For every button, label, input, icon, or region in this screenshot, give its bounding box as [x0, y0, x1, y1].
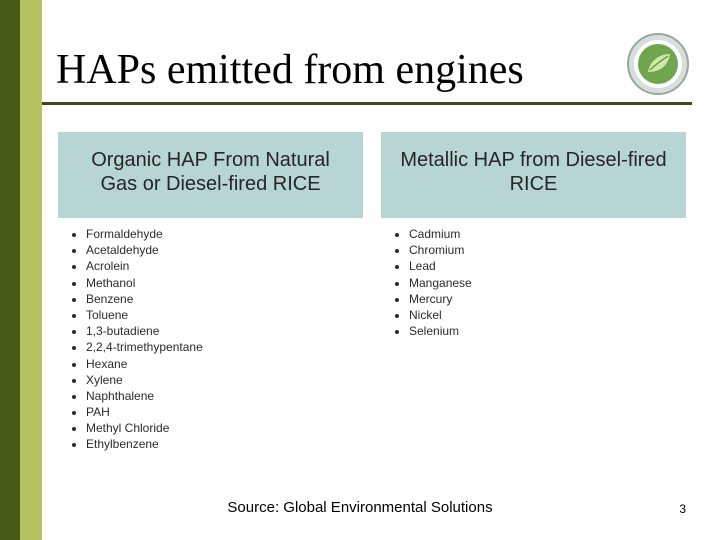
- list-item: Cadmium: [409, 226, 680, 242]
- list-item: Toluene: [86, 307, 357, 323]
- column-body: CadmiumChromiumLeadManganeseMercuryNicke…: [381, 218, 686, 480]
- source-citation: Source: Global Environmental Solutions: [0, 499, 720, 516]
- list-item: Formaldehyde: [86, 226, 357, 242]
- item-list-organic: FormaldehydeAcetaldehydeAcroleinMethanol…: [72, 226, 357, 453]
- list-item: Naphthalene: [86, 388, 357, 404]
- column-metallic: Metallic HAP from Diesel-fired RICE Cadm…: [381, 132, 686, 480]
- list-item: Chromium: [409, 242, 680, 258]
- title-underline: [42, 102, 692, 105]
- accent-bar-light: [20, 0, 42, 540]
- column-body: FormaldehydeAcetaldehydeAcroleinMethanol…: [58, 218, 363, 480]
- list-item: Acetaldehyde: [86, 242, 357, 258]
- list-item: Manganese: [409, 275, 680, 291]
- list-item: Acrolein: [86, 258, 357, 274]
- list-item: Lead: [409, 258, 680, 274]
- accent-bar-dark: [0, 0, 20, 540]
- column-header: Metallic HAP from Diesel-fired RICE: [381, 132, 686, 218]
- list-item: Methyl Chloride: [86, 420, 357, 436]
- list-item: Ethylbenzene: [86, 436, 357, 452]
- slide: HAPs emitted from engines Organic HAP Fr…: [0, 0, 720, 540]
- list-item: PAH: [86, 404, 357, 420]
- column-organic: Organic HAP From Natural Gas or Diesel-f…: [58, 132, 363, 480]
- list-item: Selenium: [409, 323, 680, 339]
- slide-title: HAPs emitted from engines: [56, 46, 524, 94]
- item-list-metallic: CadmiumChromiumLeadManganeseMercuryNicke…: [395, 226, 680, 339]
- list-item: 2,2,4-trimethypentane: [86, 339, 357, 355]
- list-item: Mercury: [409, 291, 680, 307]
- list-item: Benzene: [86, 291, 357, 307]
- content-columns: Organic HAP From Natural Gas or Diesel-f…: [58, 132, 686, 480]
- page-number: 3: [679, 502, 686, 516]
- column-header: Organic HAP From Natural Gas or Diesel-f…: [58, 132, 363, 218]
- list-item: Xylene: [86, 372, 357, 388]
- list-item: 1,3-butadiene: [86, 323, 357, 339]
- logo-icon: [626, 32, 690, 96]
- list-item: Methanol: [86, 275, 357, 291]
- list-item: Hexane: [86, 356, 357, 372]
- list-item: Nickel: [409, 307, 680, 323]
